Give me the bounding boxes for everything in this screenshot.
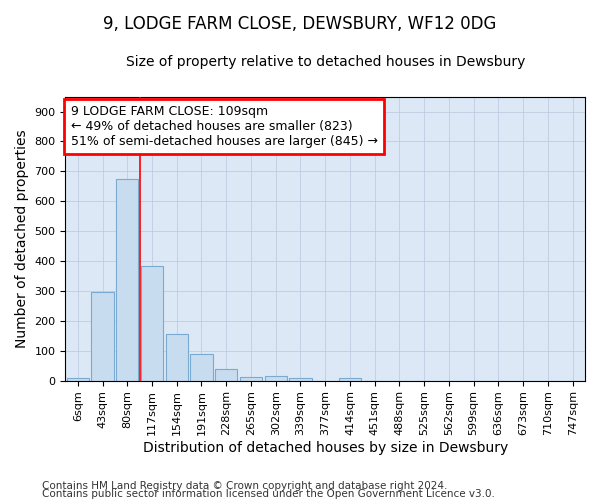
Text: 9, LODGE FARM CLOSE, DEWSBURY, WF12 0DG: 9, LODGE FARM CLOSE, DEWSBURY, WF12 0DG [103,15,497,33]
Title: Size of property relative to detached houses in Dewsbury: Size of property relative to detached ho… [125,55,525,69]
Bar [240,376,262,380]
Bar [141,266,163,380]
Y-axis label: Number of detached properties: Number of detached properties [15,130,29,348]
Bar [116,179,139,380]
Bar [289,378,311,380]
Bar [166,334,188,380]
Bar [215,369,238,380]
Text: 9 LODGE FARM CLOSE: 109sqm
← 49% of detached houses are smaller (823)
51% of sem: 9 LODGE FARM CLOSE: 109sqm ← 49% of deta… [71,105,377,148]
Bar [190,354,212,380]
Text: Contains HM Land Registry data © Crown copyright and database right 2024.: Contains HM Land Registry data © Crown c… [42,481,448,491]
Bar [91,292,113,380]
Bar [67,378,89,380]
Bar [339,378,361,380]
Bar [265,376,287,380]
X-axis label: Distribution of detached houses by size in Dewsbury: Distribution of detached houses by size … [143,441,508,455]
Text: Contains public sector information licensed under the Open Government Licence v3: Contains public sector information licen… [42,489,495,499]
